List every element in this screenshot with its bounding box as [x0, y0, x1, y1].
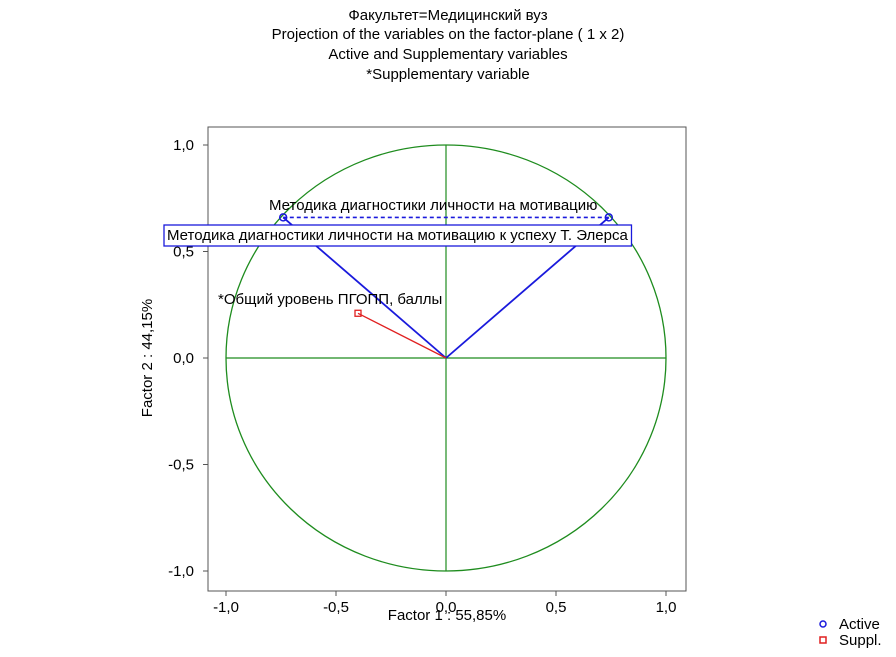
x-tick-label: -1,0 [213, 599, 239, 616]
y-tick-label: 1,0 [173, 137, 194, 154]
x-axis-label: Factor 1 : 55,85% [388, 607, 506, 624]
y-tick-label: 0,0 [173, 350, 194, 367]
labels-layer: Методика диагностики личности на мотивац… [163, 197, 633, 308]
legend-suppl-label: Suppl. [839, 632, 882, 649]
chart-title-line-3: Active and Supplementary variables [328, 46, 568, 63]
x-tick-label: 0,0 [436, 599, 457, 616]
legend-active-label: Active [839, 616, 880, 633]
chart-title-line-1: Факультет=Медицинский вуз [348, 7, 548, 24]
markers-layer [278, 213, 614, 317]
x-tick-label: 1,0 [656, 599, 677, 616]
point-label: Методика диагностики личности на мотивац… [269, 197, 597, 214]
y-axis-label: Factor 2 : 44,15% [139, 299, 156, 417]
legend-suppl-marker [819, 636, 827, 644]
y-tick-label: -1,0 [168, 563, 194, 580]
chart-title-line-2: Projection of the variables on the facto… [271, 26, 625, 43]
vector-line [357, 312, 447, 359]
x-tick-label: -0,5 [323, 599, 349, 616]
ticks-layer: -1,0 -0,5 0,0 0,5 1,0 1,0 0,5 0,0 -0,5 -1,0 [168, 137, 676, 616]
chart-title-line-4: *Supplementary variable [366, 66, 530, 83]
y-tick-label: -0,5 [168, 457, 194, 474]
legend-active-marker [819, 620, 827, 628]
unit-circle [225, 144, 667, 572]
boxed-point-label: Методика диагностики личности на мотивац… [167, 227, 628, 244]
plot-frame [207, 126, 687, 592]
supplementary-point-marker [354, 309, 362, 317]
legend: Active Suppl. [819, 616, 882, 649]
point-label: *Общий уровень ПГОПП, баллы [218, 291, 442, 308]
active-point-marker [604, 213, 614, 222]
x-tick-label: 0,5 [546, 599, 567, 616]
label-highlight-box [163, 224, 633, 247]
y-tick-label: 0,5 [173, 244, 194, 261]
active-point-marker [278, 213, 288, 222]
